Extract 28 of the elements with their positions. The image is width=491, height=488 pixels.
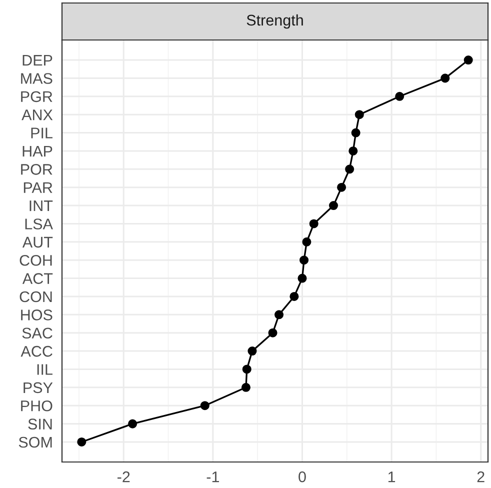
y-tick-label: AUT [22, 236, 53, 248]
y-tick-label: PGR [21, 91, 52, 102]
y-tick-label: HAP [22, 146, 52, 156]
y-tick-label: CON [20, 291, 52, 302]
y-tick-label: COH [20, 254, 52, 266]
y-tick-label: ACT [22, 273, 53, 284]
y-tick-label: ANX [22, 110, 53, 120]
y-tick-label: SIN [28, 418, 52, 430]
y-tick-label: SAC [22, 328, 52, 339]
y-tick-label: INT [30, 200, 53, 212]
y-tick-label: POR [21, 164, 52, 175]
x-tick-label: -2 [118, 471, 130, 482]
y-tick-label: PIL [31, 128, 52, 138]
y-tick-label: HOS [21, 310, 52, 320]
x-tick-label: 0 [298, 471, 306, 482]
x-tick-label: -1 [206, 472, 219, 482]
y-tick-label: ACC [20, 346, 52, 357]
y-tick-label: PSY [24, 382, 53, 394]
x-tick-label: 2 [477, 471, 484, 482]
y-tick-label: MAS [21, 73, 52, 84]
y-tick-label: SOM [18, 436, 52, 448]
y-tick-label: PAR [24, 182, 52, 193]
chart-title: Strength [246, 14, 303, 29]
y-tick-label: DEP [22, 55, 52, 66]
x-tick-label: 1 [388, 472, 396, 482]
y-tick-label: LSA [25, 218, 53, 230]
y-tick-label: PHO [21, 400, 52, 412]
y-tick-label: IIL [37, 364, 52, 375]
